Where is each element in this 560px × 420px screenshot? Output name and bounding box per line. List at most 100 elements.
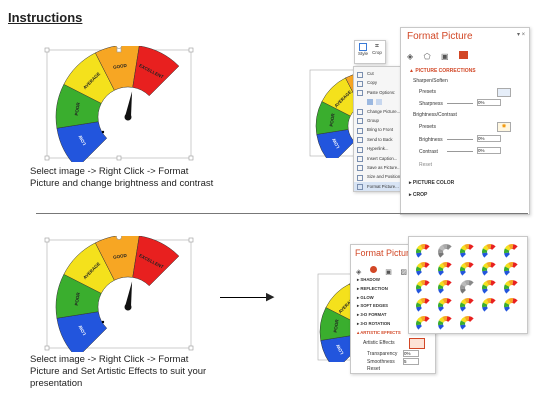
effect-thumbnail[interactable] — [413, 313, 433, 335]
thumbnail-segment — [460, 244, 467, 251]
effect-thumbnail[interactable] — [413, 241, 433, 263]
context-menu-item[interactable]: Change Picture... — [354, 107, 404, 116]
sharpen-soften-label: Sharpen/Soften — [413, 78, 448, 84]
effects-section[interactable]: ▸ SOFT EDGES — [357, 303, 389, 309]
thumbnail-segment — [416, 252, 422, 258]
thumbnail-gauge — [482, 262, 496, 276]
effect-thumbnail[interactable] — [501, 295, 521, 317]
effects-section[interactable]: ▸ 3-D ROTATION — [357, 320, 391, 326]
gauge-label: LOW — [335, 343, 345, 355]
transparency-field[interactable]: 0% — [403, 350, 419, 357]
size-tab[interactable]: ▣ — [441, 52, 449, 61]
thumbnail-segment — [446, 316, 452, 322]
effects-section[interactable]: ▸ REFLECTION — [357, 285, 388, 291]
context-menu-item[interactable]: Paste Options: — [354, 88, 404, 97]
thumbnail-segment — [446, 280, 452, 286]
effect-thumbnail[interactable] — [501, 277, 521, 299]
effects-section[interactable]: ▸ SHADOW — [357, 277, 380, 282]
section-picture-color[interactable]: ▸ PICTURE COLOR — [409, 180, 455, 186]
fill-line-tab[interactable]: ◈ — [356, 269, 362, 276]
presets-dropdown[interactable] — [497, 88, 511, 97]
gauge-needle — [124, 91, 133, 121]
effect-thumbnail[interactable] — [479, 295, 499, 317]
effect-thumbnail[interactable] — [435, 277, 455, 299]
gauge-image-1[interactable]: LOW POOR AVERAGE GOOD EXCELLENT — [44, 43, 194, 169]
effect-thumbnail[interactable] — [413, 277, 433, 299]
reset-button[interactable]: Reset — [419, 162, 433, 168]
smoothness-label: Smoothness — [367, 359, 395, 365]
crop-button[interactable]: ⌗ Crop — [372, 43, 382, 55]
reset-button[interactable]: Reset — [367, 366, 381, 372]
thumbnail-segment — [468, 280, 474, 286]
section-picture-corrections[interactable]: ▲ PICTURE CORRECTIONS — [409, 68, 476, 74]
artistic-effects-dropdown[interactable] — [409, 338, 425, 349]
context-menu-item[interactable]: Format Picture... — [354, 181, 404, 192]
thumbnail-segment — [482, 306, 488, 312]
contrast-slider[interactable] — [447, 151, 473, 152]
size-tab[interactable]: ▣ — [385, 269, 392, 276]
smoothness-field[interactable]: 5 — [403, 358, 419, 365]
gauge-image-2[interactable]: LOW POOR AVERAGE GOOD EXCELLENT — [44, 234, 194, 359]
section-crop[interactable]: ▸ CROP — [409, 192, 428, 198]
effect-thumbnail[interactable] — [501, 241, 521, 263]
brightness-presets-dropdown[interactable]: ✸ — [497, 122, 511, 132]
thumbnail-segment — [442, 280, 448, 286]
effect-thumbnail[interactable] — [457, 259, 477, 281]
context-menu-item[interactable]: Bring to Front — [354, 125, 404, 134]
thumbnail-segment — [468, 298, 474, 304]
effect-thumbnail[interactable] — [413, 295, 433, 317]
sharpness-field[interactable]: 0% — [477, 99, 501, 106]
thumbnail-segment — [438, 266, 444, 272]
effect-thumbnail[interactable] — [457, 277, 477, 299]
thumbnail-segment — [468, 316, 474, 322]
thumbnail-segment — [486, 298, 492, 304]
effect-thumbnail[interactable] — [457, 241, 477, 263]
effects-tab[interactable] — [369, 266, 377, 274]
picture-tab[interactable] — [459, 50, 469, 59]
contrast-field[interactable]: 0% — [477, 147, 501, 154]
thumbnail-gauge — [438, 262, 452, 276]
thumbnail-segment — [438, 244, 445, 251]
thumbnail-segment — [468, 262, 474, 268]
effect-thumbnail[interactable] — [479, 277, 499, 299]
thumbnail-segment — [420, 280, 426, 286]
step2-caption: Select image -> Right Click -> Format Pi… — [30, 354, 280, 390]
brightness-field[interactable]: 0% — [477, 135, 501, 142]
effect-thumbnail[interactable] — [435, 259, 455, 281]
context-menu-item[interactable]: Send to Back — [354, 135, 404, 144]
context-menu-item[interactable]: Copy — [354, 78, 404, 87]
picture-tab[interactable]: ▨ — [400, 269, 407, 276]
style-button[interactable]: Style — [357, 43, 369, 56]
sharpness-slider[interactable] — [447, 103, 473, 104]
close-icon[interactable]: ▾ × — [517, 32, 526, 38]
effects-section[interactable]: ▸ GLOW — [357, 294, 374, 300]
thumbnail-segment — [424, 280, 430, 286]
brightness-slider[interactable] — [447, 139, 473, 140]
effects-section[interactable]: ▸ 3-D FORMAT — [357, 312, 387, 318]
effect-thumbnail[interactable] — [501, 259, 521, 281]
paste-options-icons[interactable] — [354, 97, 404, 106]
effects-tab[interactable]: ⬠ — [423, 52, 431, 61]
effect-thumbnail[interactable] — [457, 295, 477, 317]
effect-thumbnail[interactable] — [457, 313, 477, 335]
effect-thumbnail[interactable] — [479, 241, 499, 263]
context-menu-item[interactable]: Cut — [354, 69, 404, 78]
thumbnail-segment — [486, 244, 492, 250]
context-menu-item[interactable]: Group — [354, 116, 404, 125]
fill-line-tab[interactable]: ◈ — [407, 52, 414, 61]
effect-thumbnail[interactable] — [413, 259, 433, 281]
thumbnail-segment — [512, 298, 518, 304]
thumbnail-gauge — [482, 280, 496, 294]
context-menu-item[interactable]: Hyperlink... — [354, 144, 404, 153]
effects-section[interactable]: ▴ ARTISTIC EFFECTS — [357, 329, 401, 335]
effect-thumbnail[interactable] — [479, 259, 499, 281]
effect-thumbnail[interactable] — [435, 241, 455, 263]
thumbnail-gauge — [482, 244, 496, 258]
effect-thumbnail[interactable] — [435, 295, 455, 317]
context-menu-item[interactable]: Insert Caption... — [354, 154, 404, 163]
thumbnail-segment — [464, 244, 470, 250]
gauge-label: POOR — [333, 318, 340, 333]
context-menu-item[interactable]: Save as Picture... — [354, 163, 404, 172]
context-menu-item[interactable]: Size and Position... — [354, 172, 404, 181]
effect-thumbnail[interactable] — [435, 313, 455, 335]
